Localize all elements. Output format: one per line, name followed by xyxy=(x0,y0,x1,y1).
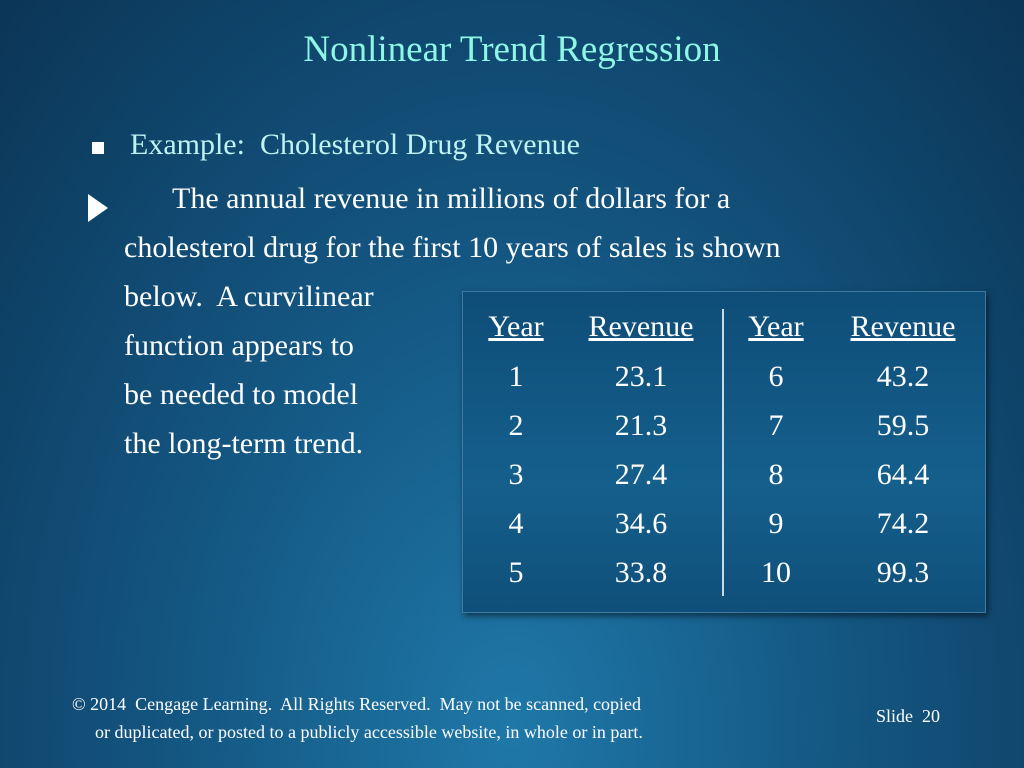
paragraph-line: cholesterol drug for the first 10 years … xyxy=(124,231,781,264)
table-cell: 4 xyxy=(508,507,524,540)
table-box xyxy=(462,291,986,613)
table-divider xyxy=(722,309,724,596)
table-cell: 9 xyxy=(768,507,784,540)
table-cell: 10 xyxy=(761,556,791,589)
paragraph-line: be needed to model xyxy=(124,378,359,411)
paragraph-line: The annual revenue in millions of dollar… xyxy=(172,182,731,215)
paragraph-line: below. A curvilinear xyxy=(124,280,374,313)
table-header: Year xyxy=(488,310,544,343)
table-cell: 33.8 xyxy=(614,556,668,589)
table-cell: 7 xyxy=(768,409,784,442)
table-header: Revenue xyxy=(850,310,956,343)
copyright-line: © 2014 Cengage Learning. All Rights Rese… xyxy=(72,694,642,714)
arrow-marker xyxy=(88,194,108,222)
table-cell: 21.3 xyxy=(614,409,668,442)
table-cell: 34.6 xyxy=(614,507,668,540)
copyright-line: or duplicated, or posted to a publicly a… xyxy=(95,722,643,742)
table-cell: 8 xyxy=(768,458,784,491)
table-cell: 6 xyxy=(768,360,784,393)
paragraph-line: function appears to xyxy=(124,329,354,362)
table-cell: 2 xyxy=(508,409,524,442)
table-cell: 59.5 xyxy=(876,409,930,442)
table-cell: 64.4 xyxy=(876,458,930,491)
table-cell: 74.2 xyxy=(876,507,930,540)
table-cell: 3 xyxy=(508,458,524,491)
slide-number: Slide 20 xyxy=(876,706,941,726)
paragraph-line: the long-term trend. xyxy=(124,427,364,460)
table-cell: 99.3 xyxy=(876,556,930,589)
bullet-marker xyxy=(92,142,104,154)
table-cell: 23.1 xyxy=(614,360,668,393)
table-cell: 43.2 xyxy=(876,360,930,393)
slide-title: Nonlinear Trend Regression xyxy=(303,29,721,70)
table-cell: 27.4 xyxy=(614,458,668,491)
table-header: Year xyxy=(748,310,804,343)
bullet-text: Example: Cholesterol Drug Revenue xyxy=(130,128,580,161)
table-cell: 1 xyxy=(508,360,524,393)
table-header: Revenue xyxy=(588,310,694,343)
table-cell: 5 xyxy=(508,556,524,589)
